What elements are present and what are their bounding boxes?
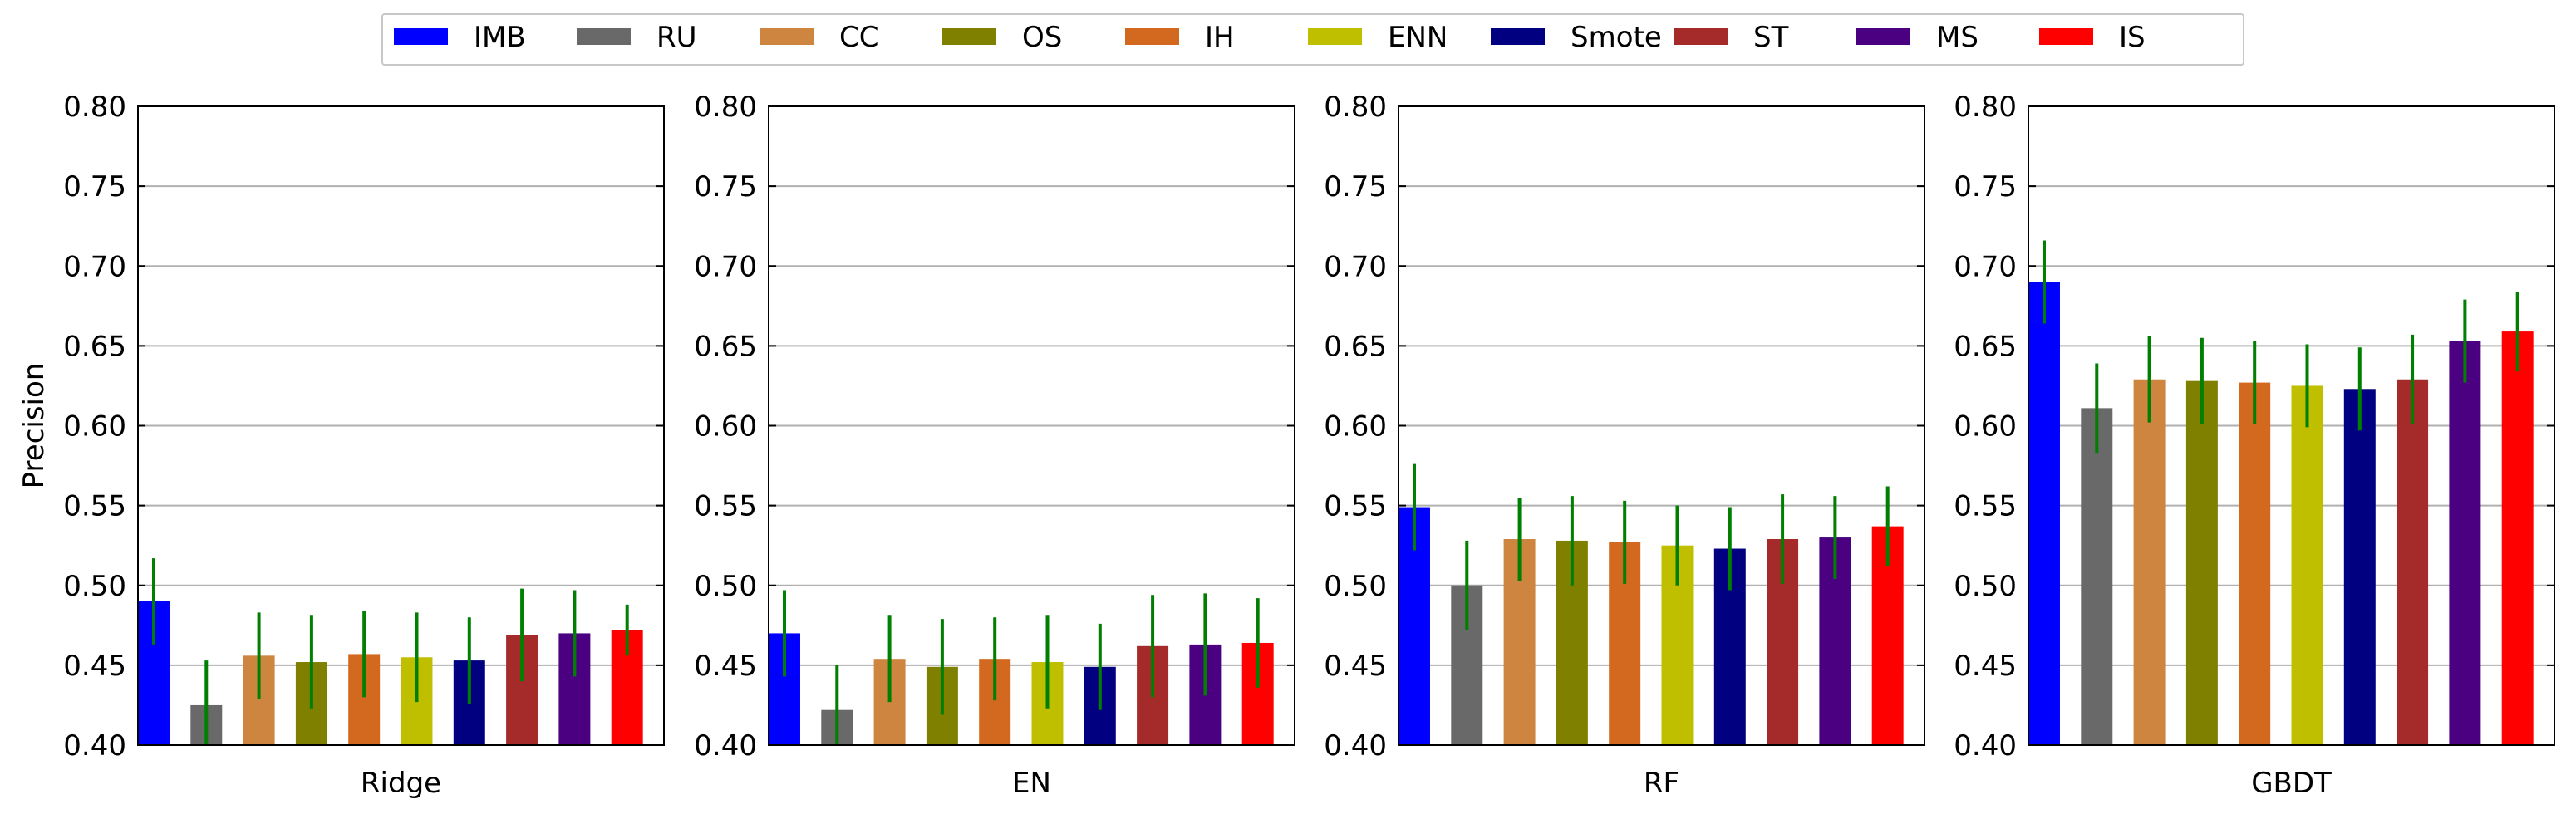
y-tick-label: 0.75 [1324, 170, 1387, 204]
y-tick-label: 0.70 [1954, 250, 2017, 283]
panel-rf: 0.40 0.45 0.50 0.55 0.60 0.65 0.70 0.75 0.80 RF [1324, 91, 1925, 800]
legend-label-os: OS [1022, 21, 1062, 54]
y-tick-label: 0.45 [1954, 650, 2017, 683]
legend-label-enn: ENN [1388, 21, 1448, 54]
legend-swatch-ms [1856, 28, 1910, 45]
legend-swatch-imb [394, 28, 448, 45]
y-tick-label: 0.50 [1954, 570, 2017, 603]
legend-label-ru: RU [656, 21, 697, 54]
bar-is [2501, 331, 2534, 745]
bar-ih [2239, 382, 2271, 745]
y-tick-label: 0.50 [63, 570, 126, 603]
y-tick-label: 0.75 [63, 170, 126, 204]
legend-swatch-is [2039, 28, 2093, 45]
bar-smote [2343, 389, 2376, 745]
x-axis-label: EN [1012, 767, 1051, 800]
legend-swatch-ru [577, 28, 631, 45]
y-tick-label: 0.80 [63, 91, 126, 124]
axes-frame [137, 105, 665, 746]
y-tick-label: 0.80 [1324, 91, 1387, 124]
axes-frame [1398, 105, 1925, 746]
legend-swatch-st [1674, 28, 1728, 45]
y-tick-label: 0.40 [694, 729, 757, 763]
x-axis-label: GBDT [2251, 767, 2332, 800]
bar-enn [2291, 385, 2323, 745]
y-tick-label: 0.70 [694, 250, 757, 283]
legend-swatch-os [942, 28, 996, 45]
y-tick-label: 0.65 [63, 330, 126, 363]
y-tick-label: 0.65 [1324, 330, 1387, 363]
y-tick-label: 0.70 [1324, 250, 1387, 283]
legend-label-smote: Smote [1571, 21, 1662, 54]
legend-label-ih: IH [1205, 21, 1235, 54]
y-tick-label: 0.70 [63, 250, 126, 283]
y-tick-label: 0.60 [694, 410, 757, 444]
y-tick-label: 0.65 [1954, 330, 2017, 363]
legend-label-ms: MS [1936, 21, 1979, 54]
legend-label-imb: IMB [474, 21, 526, 54]
bar-ru [2081, 408, 2113, 745]
legend-label-st: ST [1753, 21, 1789, 54]
y-tick-label: 0.55 [1954, 490, 2017, 523]
y-tick-label: 0.80 [1954, 91, 2017, 124]
legend-label-cc: CC [839, 21, 878, 54]
y-tick-label: 0.55 [1324, 490, 1387, 523]
y-tick-label: 0.60 [1954, 410, 2017, 444]
bar-os [2185, 380, 2218, 745]
bar-cc [2133, 379, 2166, 745]
y-tick-label: 0.50 [694, 570, 757, 603]
chart-panels: 0.40 0.45 0.50 0.55 0.60 0.65 0.70 0.75 0.80 Ridg… [17, 91, 2555, 800]
y-tick-label: 0.75 [1954, 170, 2017, 204]
bar-ms [2449, 341, 2481, 745]
bar-st [2397, 379, 2429, 745]
y-tick-label: 0.40 [1954, 729, 2017, 763]
x-axis-label: Ridge [361, 767, 441, 800]
panel-en: 0.40 0.45 0.50 0.55 0.60 0.65 0.70 0.75 0.80 EN [694, 91, 1295, 800]
y-tick-label: 0.55 [694, 490, 757, 523]
legend: IMB RU CC OS IH ENN Smote ST MS IS [381, 13, 2244, 66]
panel-ridge: 0.40 0.45 0.50 0.55 0.60 0.65 0.70 0.75 0.80 Ridg… [17, 91, 665, 800]
legend-label-is: IS [2119, 21, 2146, 54]
y-tick-label: 0.40 [1324, 729, 1387, 763]
axes-frame [2028, 105, 2555, 746]
y-tick-label: 0.75 [694, 170, 757, 204]
bar-imb [2028, 282, 2060, 746]
y-tick-label: 0.50 [1324, 570, 1387, 603]
panel-gbdt: 0.40 0.45 0.50 0.55 0.60 0.65 0.70 0.75 0.80 GBDT [1954, 91, 2555, 800]
y-tick-label: 0.45 [694, 650, 757, 683]
y-axis-label: Precision [17, 363, 51, 489]
y-tick-label: 0.60 [1324, 410, 1387, 444]
axes-frame [768, 105, 1295, 746]
y-tick-label: 0.45 [1324, 650, 1387, 683]
y-tick-label: 0.65 [694, 330, 757, 363]
x-axis-label: RF [1644, 767, 1679, 800]
legend-swatch-smote [1491, 28, 1545, 45]
y-tick-label: 0.45 [63, 650, 126, 683]
y-tick-label: 0.60 [63, 410, 126, 444]
y-tick-label: 0.80 [694, 91, 757, 124]
legend-swatch-enn [1308, 28, 1362, 45]
legend-swatch-ih [1125, 28, 1179, 45]
y-tick-label: 0.55 [63, 490, 126, 523]
legend-swatch-cc [760, 28, 814, 45]
y-tick-label: 0.40 [63, 729, 126, 763]
